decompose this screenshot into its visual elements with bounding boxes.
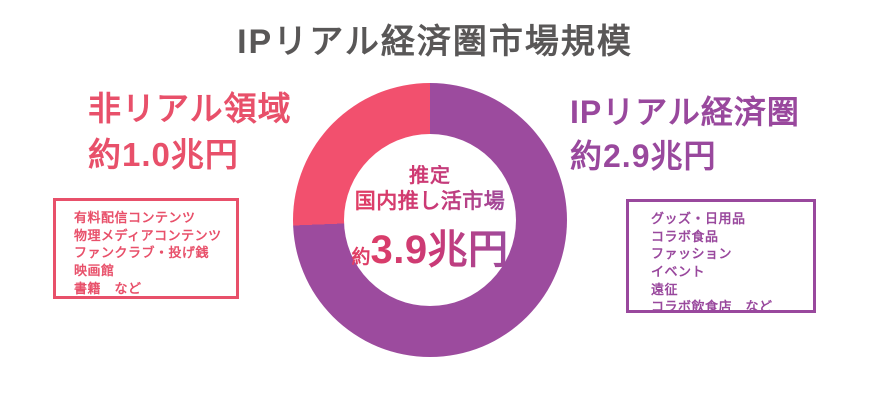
list-item: 遠征: [651, 281, 679, 297]
ip-real-domain-name: IPリアル経済圏: [570, 94, 800, 130]
non-real-domain-name: 非リアル領域: [88, 90, 292, 127]
list-item: コラボ飲食店 など: [651, 299, 773, 315]
ip-real-domain-label: IPリアル経済圏 約2.9兆円: [570, 90, 800, 178]
center-value: 約 3.9兆円: [351, 217, 508, 275]
center-label: 推定 国内推し活市場 約 3.9兆円: [351, 165, 508, 275]
list-item: 映画館: [74, 263, 115, 279]
list-item: 物理メディアコンテンツ: [74, 227, 222, 243]
non-real-domain-label: 非リアル領域 約1.0兆円: [88, 86, 292, 177]
center-value-number: 3.9兆円: [370, 228, 509, 273]
page-title: IPリアル経済圏市場規模: [237, 23, 633, 61]
non-real-items-box: 有料配信コンテンツ物理メディアコンテンツ ファンクラブ・投げ銭 映画館 書籍 など: [53, 198, 239, 299]
list-item: コラボ食品: [651, 228, 719, 244]
center-line1: 推定: [409, 164, 451, 187]
center-line2: 国内推し活市場: [354, 189, 506, 213]
list-item: ファンクラブ・投げ銭: [74, 245, 210, 261]
list-item: 有料配信コンテンツ: [74, 210, 196, 225]
ip-real-domain-value: 約2.9兆円: [570, 138, 717, 175]
list-item: グッズ・日用品: [651, 211, 746, 226]
list-item: 書籍 など: [74, 280, 142, 296]
ip-real-items-box: グッズ・日用品 コラボ食品ファッション イベント 遠征コラボ飲食店 など: [626, 199, 816, 315]
donut-chart: 推定 国内推し活市場 約 3.9兆円: [293, 83, 567, 357]
center-value-prefix: 約: [351, 247, 371, 269]
donut-hole: 推定 国内推し活市場 約 3.9兆円: [344, 134, 516, 306]
list-item: ファッション: [651, 246, 733, 262]
non-real-domain-value: 約1.0兆円: [88, 135, 239, 173]
list-item: イベント: [651, 264, 706, 280]
